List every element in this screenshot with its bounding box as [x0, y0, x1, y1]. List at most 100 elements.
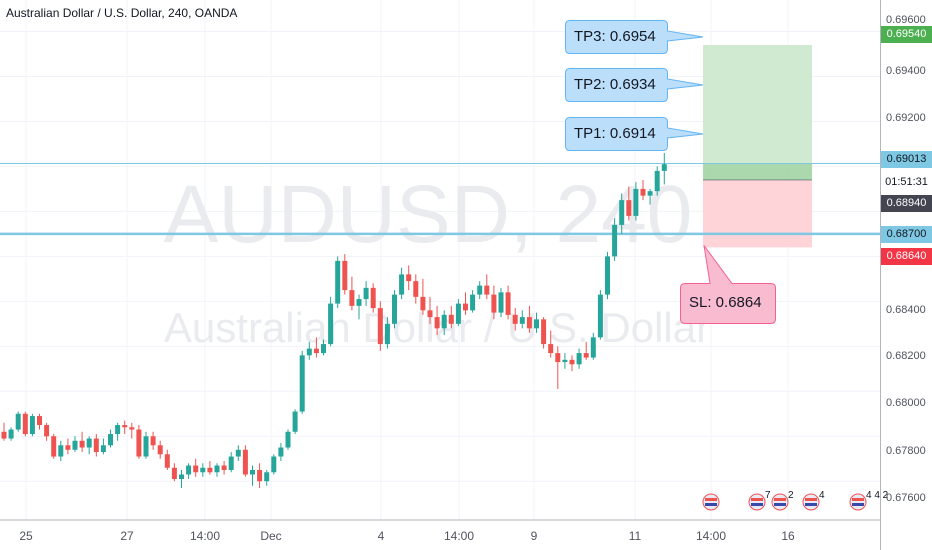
candle-body — [541, 319, 547, 345]
candle-body — [8, 429, 14, 439]
candle-body — [420, 296, 426, 311]
candle — [555, 346, 561, 390]
candle — [420, 278, 426, 315]
price-tick-label: 0.67600 — [886, 492, 926, 504]
candle — [221, 461, 227, 475]
horizontal-levels — [0, 162, 880, 236]
candle-body — [356, 299, 362, 306]
candle-body — [51, 436, 57, 457]
candle — [399, 267, 405, 300]
candle-body — [214, 465, 220, 473]
candle-body — [200, 467, 206, 473]
candle — [498, 287, 504, 318]
candle — [51, 434, 57, 459]
candle-body — [555, 353, 561, 363]
candle-body — [342, 260, 348, 291]
flag-circle — [802, 493, 820, 511]
tp3-price-tag: 0.69540 — [881, 26, 932, 43]
time-tick-label: 4 — [377, 529, 385, 543]
candle-body — [491, 294, 497, 313]
flag-stripe — [751, 503, 763, 506]
candle — [455, 299, 461, 327]
candle-body — [335, 260, 341, 304]
candle-body — [562, 359, 568, 363]
price-tick-label: 0.68400 — [886, 304, 926, 316]
candle — [129, 422, 135, 439]
candle — [562, 353, 568, 369]
flag-circle — [748, 493, 766, 511]
candle — [285, 429, 291, 450]
candle-body — [93, 438, 99, 453]
watermark-symbol: AUDUSD, 240 — [164, 169, 693, 260]
candle — [576, 348, 582, 369]
candle — [37, 413, 42, 430]
sl-label: SL: 0.6864 — [689, 294, 762, 311]
candle-body — [264, 472, 270, 482]
candle-body — [108, 434, 113, 446]
price-tick-label: 0.69400 — [886, 65, 926, 77]
position-zones — [703, 44, 812, 248]
candle — [108, 429, 113, 448]
candle-body — [619, 200, 625, 225]
candle — [413, 274, 419, 304]
tp1-label: TP1: 0.6914 — [574, 125, 656, 142]
candle — [349, 276, 355, 311]
flag-stripe — [751, 498, 763, 501]
candle-body — [640, 188, 646, 196]
candle-body — [633, 188, 639, 216]
candle-body — [136, 429, 142, 457]
event-flag-icon: 7 — [748, 490, 771, 511]
candle-body — [548, 344, 554, 354]
candle-body — [58, 445, 64, 457]
candle-body — [193, 465, 199, 473]
candle-body — [349, 290, 355, 306]
candle — [122, 420, 128, 435]
time-tick-label: 27 — [120, 529, 134, 543]
candle-body — [143, 436, 149, 457]
candle — [235, 445, 241, 462]
candle — [597, 290, 603, 340]
candle — [477, 281, 483, 300]
candle — [519, 310, 525, 329]
event-flag-icon — [702, 493, 720, 511]
candle — [328, 296, 334, 347]
level-price-tag: 0.68700 — [881, 226, 932, 243]
candle-body — [399, 274, 405, 295]
flag-stripe — [705, 498, 717, 501]
candle-body — [654, 170, 660, 192]
flag-circle — [849, 493, 867, 511]
candle — [612, 218, 618, 261]
event-markers: 7 2 4 4 4 2 — [702, 490, 889, 511]
candle — [86, 436, 92, 455]
candle — [157, 440, 163, 459]
candle — [313, 337, 319, 358]
candle — [541, 317, 547, 349]
candle-body — [597, 294, 603, 338]
sl-price-tag: 0.68640 — [881, 248, 932, 265]
candle-body — [179, 474, 184, 480]
candle — [626, 186, 632, 221]
candle-body — [299, 355, 305, 412]
candle-body — [605, 256, 610, 295]
candle — [186, 463, 192, 480]
candle — [228, 452, 234, 473]
candle-body — [448, 314, 454, 324]
candle — [356, 294, 362, 320]
candle-body — [583, 353, 589, 358]
loss-zone — [703, 179, 812, 248]
candle — [661, 152, 667, 185]
candle — [242, 445, 248, 477]
candle-body — [484, 285, 490, 295]
candle — [583, 341, 589, 360]
candle-body — [576, 353, 582, 365]
event-count: 2 — [788, 490, 794, 501]
candle-body — [463, 303, 468, 311]
candle-body — [29, 416, 35, 435]
candle — [590, 332, 596, 360]
candle — [463, 292, 468, 315]
candle-body — [79, 440, 85, 448]
tp3-label: TP3: 0.6954 — [574, 28, 656, 45]
candle — [406, 265, 412, 291]
price-tick-label: 0.69600 — [886, 14, 926, 26]
